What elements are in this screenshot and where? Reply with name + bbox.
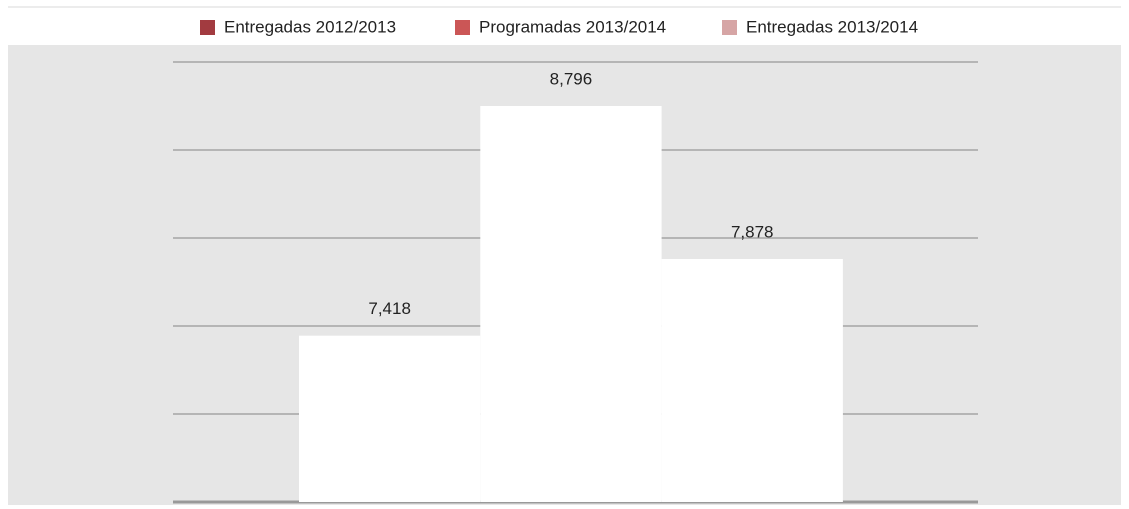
bar — [299, 335, 481, 502]
legend-swatch — [722, 20, 737, 35]
legend-label: Programadas 2013/2014 — [479, 17, 666, 36]
value-label: 7,878 — [731, 222, 774, 241]
legend-swatch — [200, 20, 215, 35]
value-label: 8,796 — [550, 69, 593, 88]
legend-swatch — [455, 20, 470, 35]
bar — [661, 259, 843, 502]
bar — [480, 106, 662, 502]
legend-label: Entregadas 2013/2014 — [746, 17, 918, 36]
value-label: 7,418 — [368, 299, 411, 318]
legend-label: Entregadas 2012/2013 — [224, 17, 396, 36]
